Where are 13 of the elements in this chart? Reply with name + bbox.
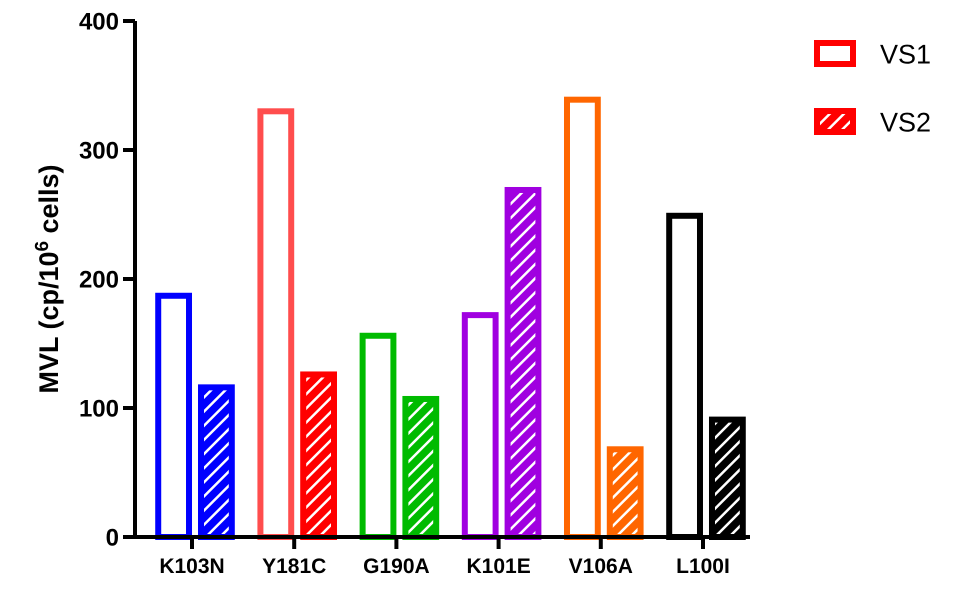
y-tick-label: 0	[106, 524, 119, 552]
x-tick-label: G190A	[363, 555, 430, 578]
y-tick-label: 100	[78, 395, 119, 422]
x-tick-label: Y181C	[262, 555, 326, 578]
y-tick-label: 300	[78, 137, 119, 164]
y-tick-label: 400	[78, 8, 119, 36]
x-tick-label: K103N	[159, 555, 225, 578]
x-tick-label: K101E	[466, 555, 531, 578]
text: VS1	[880, 39, 932, 70]
x-tick-label: V106A	[568, 555, 633, 578]
x-tick-label: L100I	[676, 555, 730, 578]
y-tick-label: 200	[78, 266, 119, 294]
legend-label: VS2	[880, 107, 932, 138]
